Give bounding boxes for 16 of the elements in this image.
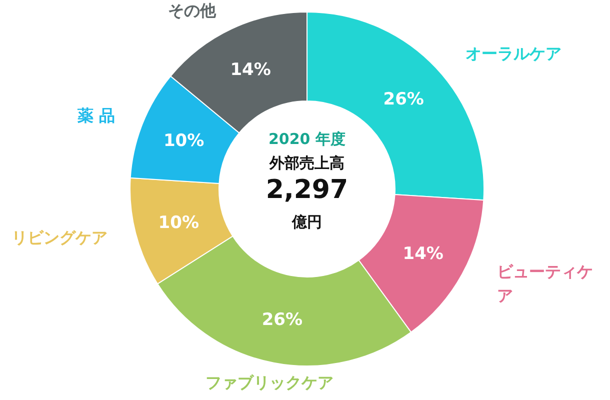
text: 外部売上高 [268, 154, 346, 173]
text: 億円 [290, 213, 323, 232]
slice-label: その他 [168, 0, 216, 22]
slice-label: ビューティケア [496, 260, 594, 307]
data-label: 26% [262, 310, 303, 330]
data-label: 14% [402, 244, 444, 264]
text: 2,297 [264, 175, 350, 205]
slice-label: ファブリックケア [206, 372, 334, 394]
text: 2020 年度 [268, 130, 346, 149]
data-label: 10% [163, 131, 204, 152]
data-label: 10% [158, 212, 200, 233]
slice-label: 薬 品 [77, 105, 116, 128]
slice-label: リビングケア [11, 226, 108, 249]
slice-label: オーラルケア [466, 43, 562, 66]
data-label: 14% [230, 60, 271, 80]
data-label: 26% [383, 89, 424, 110]
